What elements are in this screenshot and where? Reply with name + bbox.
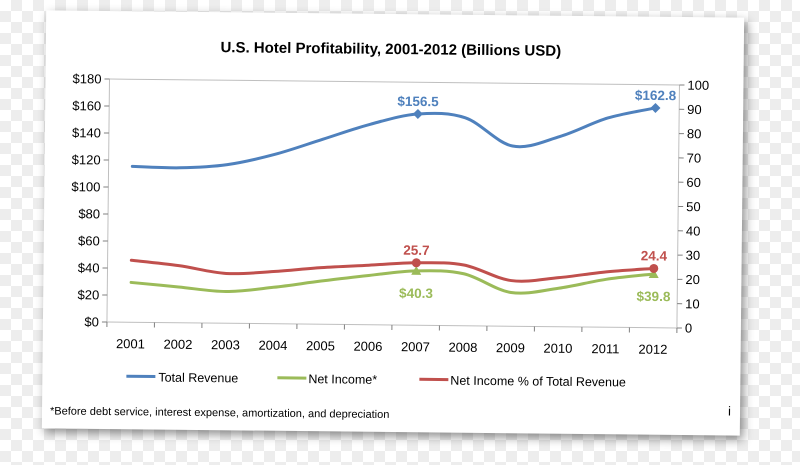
right-axis-tick-label: 100 bbox=[687, 78, 709, 93]
x-axis-tick-label: 2007 bbox=[401, 339, 430, 354]
series-line-net-income-pct bbox=[129, 258, 656, 283]
right-axis-tick-label: 60 bbox=[686, 175, 701, 190]
right-axis-tick-label: 80 bbox=[687, 126, 702, 141]
corner-mark: i bbox=[728, 404, 731, 419]
legend-label-net-income-pct: Net Income % of Total Revenue bbox=[450, 374, 626, 390]
data-point-marker bbox=[650, 102, 661, 113]
legend-label-net-income: Net Income* bbox=[308, 372, 377, 387]
right-axis-tick-label: 70 bbox=[687, 150, 702, 165]
x-axis-tick-label: 2009 bbox=[496, 340, 525, 355]
x-axis-tick-label: 2004 bbox=[258, 338, 287, 353]
x-axis-tick-label: 2011 bbox=[591, 341, 619, 356]
data-label: 24.4 bbox=[641, 248, 668, 263]
x-axis-tick-label: 2002 bbox=[163, 337, 192, 352]
left-axis-tick-label: $20 bbox=[77, 287, 99, 302]
left-axis-tick-label: $100 bbox=[71, 179, 100, 194]
data-label: $39.8 bbox=[637, 289, 671, 304]
right-axis-tick-label: 90 bbox=[687, 102, 702, 117]
left-axis-tick-label: $0 bbox=[84, 314, 99, 329]
data-label: 25.7 bbox=[403, 243, 429, 258]
x-axis-tick-label: 2012 bbox=[638, 342, 667, 357]
data-point-marker bbox=[649, 263, 659, 273]
left-axis-tick-label: $60 bbox=[78, 233, 100, 248]
x-axis-tick-label: 2005 bbox=[306, 338, 335, 353]
left-axis-tick-label: $80 bbox=[78, 206, 100, 221]
right-axis-tick-label: 40 bbox=[686, 223, 701, 238]
plot-area bbox=[106, 78, 680, 329]
x-axis-tick-label: 2010 bbox=[543, 341, 572, 356]
data-point-marker bbox=[648, 269, 659, 279]
data-point-marker bbox=[411, 265, 422, 275]
chart-card: U.S. Hotel Profitability, 2001-2012 (Bil… bbox=[41, 10, 745, 436]
data-point-marker bbox=[411, 258, 421, 268]
legend: Total Revenue Net Income* Net Income % o… bbox=[126, 371, 626, 390]
left-axis-tick-label: $180 bbox=[72, 71, 101, 86]
legend-label-total-revenue: Total Revenue bbox=[158, 371, 238, 386]
left-axis-tick-label: $40 bbox=[78, 260, 100, 275]
chart-svg: U.S. Hotel Profitability, 2001-2012 (Bil… bbox=[50, 39, 731, 421]
x-axis-tick-label: 2003 bbox=[211, 337, 240, 352]
x-axis-tick-label: 2006 bbox=[353, 339, 382, 354]
right-axis-tick-label: 0 bbox=[685, 321, 692, 336]
data-point-marker bbox=[412, 108, 423, 119]
data-label: $40.3 bbox=[399, 286, 433, 301]
right-axis-tick-label: 10 bbox=[685, 296, 700, 311]
left-axis-tick-label: $140 bbox=[72, 125, 101, 140]
data-label: $156.5 bbox=[397, 94, 439, 109]
chart-title: U.S. Hotel Profitability, 2001-2012 (Bil… bbox=[220, 39, 561, 60]
data-label: $162.8 bbox=[635, 88, 677, 103]
x-axis-tick-label: 2001 bbox=[116, 336, 145, 351]
series-line-net-income bbox=[129, 269, 656, 295]
left-axis-tick-label: $160 bbox=[72, 98, 101, 113]
x-axis-tick-label: 2008 bbox=[448, 340, 477, 355]
right-axis-tick-label: 20 bbox=[685, 272, 700, 287]
series-line-total-revenue bbox=[130, 106, 657, 170]
right-axis-tick-label: 30 bbox=[686, 248, 701, 263]
left-axis-tick-label: $120 bbox=[72, 152, 101, 167]
right-axis-tick-label: 50 bbox=[686, 199, 701, 214]
footnote: *Before debt service, interest expense, … bbox=[50, 405, 389, 421]
